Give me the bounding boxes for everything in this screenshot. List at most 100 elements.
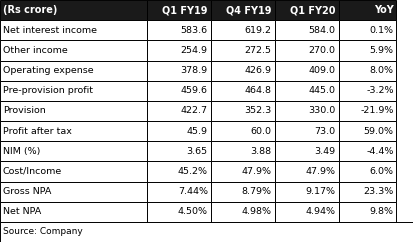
Text: 4.50%: 4.50% bbox=[178, 207, 208, 216]
Bar bbox=[339, 60, 396, 81]
Text: 445.0: 445.0 bbox=[309, 86, 336, 95]
Text: Net NPA: Net NPA bbox=[3, 207, 41, 216]
Bar bbox=[211, 0, 275, 20]
Bar bbox=[147, 202, 211, 222]
Bar bbox=[275, 141, 339, 161]
Bar bbox=[339, 0, 396, 20]
Bar bbox=[275, 101, 339, 121]
Bar bbox=[275, 0, 339, 20]
Text: 352.3: 352.3 bbox=[244, 106, 272, 115]
Bar bbox=[147, 60, 211, 81]
Text: 4.94%: 4.94% bbox=[306, 207, 336, 216]
Text: Pre-provision profit: Pre-provision profit bbox=[3, 86, 93, 95]
Text: 426.9: 426.9 bbox=[245, 66, 272, 75]
Bar bbox=[0, 121, 147, 141]
Bar bbox=[0, 182, 147, 202]
Text: Gross NPA: Gross NPA bbox=[3, 187, 51, 196]
Bar bbox=[275, 202, 339, 222]
Bar bbox=[211, 60, 275, 81]
Text: 4.98%: 4.98% bbox=[242, 207, 272, 216]
Bar bbox=[147, 182, 211, 202]
Text: 583.6: 583.6 bbox=[180, 26, 208, 35]
Text: 378.9: 378.9 bbox=[180, 66, 208, 75]
Bar bbox=[211, 141, 275, 161]
Text: (Rs crore): (Rs crore) bbox=[3, 5, 57, 15]
Bar bbox=[147, 121, 211, 141]
Text: Other income: Other income bbox=[3, 46, 68, 55]
Bar bbox=[339, 121, 396, 141]
Bar bbox=[339, 20, 396, 40]
Bar bbox=[147, 141, 211, 161]
Text: 8.0%: 8.0% bbox=[370, 66, 394, 75]
Text: Q1 FY20: Q1 FY20 bbox=[290, 5, 336, 15]
Bar bbox=[275, 20, 339, 40]
Text: 464.8: 464.8 bbox=[245, 86, 272, 95]
Bar bbox=[275, 60, 339, 81]
Bar bbox=[211, 121, 275, 141]
Text: 0.1%: 0.1% bbox=[370, 26, 394, 35]
Bar bbox=[339, 161, 396, 182]
Bar bbox=[211, 101, 275, 121]
Text: 254.9: 254.9 bbox=[181, 46, 208, 55]
Bar bbox=[339, 81, 396, 101]
Text: 60.0: 60.0 bbox=[251, 127, 272, 136]
Text: 459.6: 459.6 bbox=[181, 86, 208, 95]
Bar bbox=[211, 182, 275, 202]
Bar bbox=[0, 60, 147, 81]
Bar bbox=[0, 202, 147, 222]
Bar bbox=[147, 161, 211, 182]
Text: 9.8%: 9.8% bbox=[370, 207, 394, 216]
Bar bbox=[211, 20, 275, 40]
Text: 270.0: 270.0 bbox=[309, 46, 336, 55]
Bar bbox=[211, 40, 275, 60]
Text: 47.9%: 47.9% bbox=[242, 167, 272, 176]
Bar bbox=[275, 161, 339, 182]
Text: 584.0: 584.0 bbox=[309, 26, 336, 35]
Text: Source: Company: Source: Company bbox=[3, 227, 83, 236]
Text: 45.2%: 45.2% bbox=[178, 167, 208, 176]
Text: 330.0: 330.0 bbox=[309, 106, 336, 115]
Bar bbox=[0, 0, 147, 20]
Bar bbox=[275, 121, 339, 141]
Bar bbox=[339, 182, 396, 202]
Text: 619.2: 619.2 bbox=[245, 26, 272, 35]
Text: 272.5: 272.5 bbox=[245, 46, 272, 55]
Text: Profit after tax: Profit after tax bbox=[3, 127, 72, 136]
Bar bbox=[0, 161, 147, 182]
Text: 5.9%: 5.9% bbox=[370, 46, 394, 55]
Bar bbox=[339, 141, 396, 161]
Text: -21.9%: -21.9% bbox=[360, 106, 394, 115]
Text: 8.79%: 8.79% bbox=[242, 187, 272, 196]
Bar bbox=[275, 40, 339, 60]
Text: -3.2%: -3.2% bbox=[366, 86, 394, 95]
Text: Q1 FY19: Q1 FY19 bbox=[162, 5, 208, 15]
Text: Operating expense: Operating expense bbox=[3, 66, 93, 75]
Text: 59.0%: 59.0% bbox=[363, 127, 394, 136]
Text: Provision: Provision bbox=[3, 106, 46, 115]
Bar bbox=[0, 141, 147, 161]
Text: NIM (%): NIM (%) bbox=[3, 147, 40, 156]
Text: 73.0: 73.0 bbox=[315, 127, 336, 136]
Bar bbox=[275, 182, 339, 202]
Bar bbox=[0, 222, 413, 242]
Bar bbox=[211, 161, 275, 182]
Text: 47.9%: 47.9% bbox=[306, 167, 336, 176]
Bar bbox=[147, 101, 211, 121]
Bar bbox=[339, 101, 396, 121]
Text: YoY: YoY bbox=[374, 5, 394, 15]
Text: 422.7: 422.7 bbox=[181, 106, 208, 115]
Text: -4.4%: -4.4% bbox=[366, 147, 394, 156]
Bar bbox=[275, 81, 339, 101]
Bar bbox=[147, 40, 211, 60]
Bar bbox=[147, 20, 211, 40]
Text: 9.17%: 9.17% bbox=[306, 187, 336, 196]
Bar bbox=[211, 81, 275, 101]
Bar bbox=[147, 81, 211, 101]
Bar bbox=[0, 101, 147, 121]
Text: Net interest income: Net interest income bbox=[3, 26, 97, 35]
Text: 409.0: 409.0 bbox=[309, 66, 336, 75]
Text: 7.44%: 7.44% bbox=[178, 187, 208, 196]
Text: 3.49: 3.49 bbox=[315, 147, 336, 156]
Bar bbox=[0, 40, 147, 60]
Text: 3.65: 3.65 bbox=[187, 147, 208, 156]
